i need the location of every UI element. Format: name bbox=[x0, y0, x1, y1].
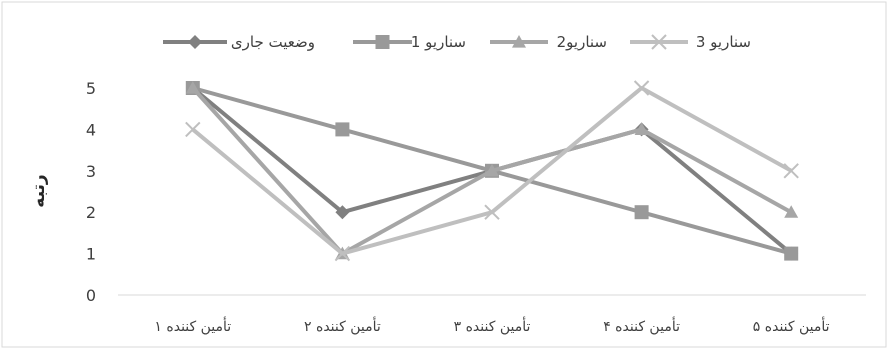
legend-entry: سناریو 3 bbox=[630, 33, 751, 51]
x-tick-label: تأمین کننده ۱ bbox=[154, 316, 231, 335]
series bbox=[185, 80, 799, 262]
data-point-square bbox=[634, 205, 649, 220]
data-point-x bbox=[185, 121, 201, 138]
legend-label: سناریو 1 bbox=[411, 33, 466, 51]
data-point-triangle bbox=[512, 35, 526, 48]
data-point-square bbox=[375, 35, 390, 49]
legend-entry: وضعیت جاری bbox=[163, 33, 315, 51]
series-layer bbox=[185, 80, 799, 262]
data-point-square bbox=[335, 122, 350, 137]
y-tick-label: 2 bbox=[86, 203, 96, 222]
data-point-diamond bbox=[188, 35, 202, 49]
y-tick-label: 5 bbox=[86, 79, 96, 98]
data-point-triangle bbox=[485, 163, 499, 177]
y-ticks: 0 1 2 3 4 5 bbox=[86, 79, 96, 305]
y-tick-label: 4 bbox=[86, 120, 96, 139]
legend-label: وضعیت جاری bbox=[231, 33, 315, 51]
legend-label: سناریو2 bbox=[557, 33, 607, 51]
y-tick-label: 1 bbox=[86, 245, 96, 264]
y-tick-label: 3 bbox=[86, 162, 96, 181]
data-point-x bbox=[484, 204, 500, 220]
data-point-x bbox=[334, 245, 351, 262]
legend: وضعیت جاری سناریو 1 سناریو2 سناریو 3 bbox=[163, 33, 751, 51]
data-point-square bbox=[784, 246, 799, 261]
y-tick-label: 0 bbox=[86, 286, 96, 305]
legend-entry: سناریو 1 bbox=[353, 33, 466, 51]
data-point-triangle bbox=[634, 122, 649, 135]
data-point-x bbox=[783, 163, 799, 179]
data-point-x bbox=[651, 34, 667, 50]
x-tick-label: تأمین کننده ۳ bbox=[454, 316, 531, 335]
x-ticks: تأمین کننده ۱ تأمین کننده ۲ تأمین کننده ۳ ت… bbox=[154, 316, 829, 335]
y-axis-label: رتبه bbox=[29, 174, 49, 207]
x-tick-label: تأمین کننده ۵ bbox=[753, 316, 830, 335]
data-point-triangle bbox=[784, 205, 799, 218]
data-point-x bbox=[633, 80, 650, 96]
data-point-triangle bbox=[185, 81, 200, 94]
legend-label: سناریو 3 bbox=[696, 33, 751, 51]
legend-entry: سناریو2 bbox=[490, 33, 607, 51]
x-tick-label: تأمین کننده ۲ bbox=[304, 316, 381, 335]
x-tick-label: تأمین کننده ۴ bbox=[603, 316, 680, 335]
data-point-diamond bbox=[335, 205, 350, 220]
